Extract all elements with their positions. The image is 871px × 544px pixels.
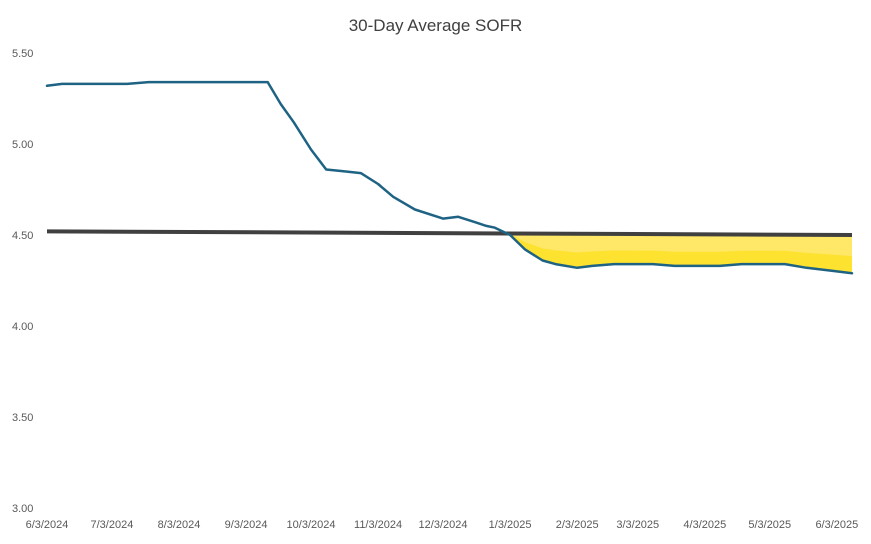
x-tick-label: 5/3/2025 xyxy=(748,519,791,531)
x-tick-label: 10/3/2024 xyxy=(287,519,336,531)
x-tick-label: 12/3/2024 xyxy=(419,519,468,531)
x-tick-label: 11/3/2024 xyxy=(354,519,402,531)
y-tick-label: 4.50 xyxy=(12,230,33,242)
y-tick-label: 3.00 xyxy=(12,503,33,515)
series-line-group xyxy=(45,80,854,275)
chart-title: 30-Day Average SOFR xyxy=(348,16,523,35)
x-tick-label: 4/3/2025 xyxy=(683,519,726,531)
x-tick-label: 6/3/2024 xyxy=(26,519,69,531)
y-tick-label: 5.50 xyxy=(12,48,33,60)
x-axis-labels: 6/3/2024 7/3/2024 8/3/2024 9/3/2024 10/3/202… xyxy=(26,519,859,531)
y-tick-label: 5.00 xyxy=(12,139,33,151)
x-tick-label: 6/3/2025 xyxy=(815,519,858,531)
y-tick-label: 3.50 xyxy=(12,412,33,424)
sofr-series-line xyxy=(45,80,854,275)
x-tick-label: 3/3/2025 xyxy=(616,519,659,531)
y-axis-labels: 5.50 5.00 4.50 4.00 3.50 3.00 xyxy=(12,48,33,515)
reference-line xyxy=(46,229,853,237)
reference-line-group xyxy=(46,229,853,237)
y-tick-label: 4.00 xyxy=(12,321,33,333)
x-tick-label: 2/3/2025 xyxy=(556,519,599,531)
x-tick-label: 8/3/2024 xyxy=(158,519,201,531)
x-tick-label: 7/3/2024 xyxy=(91,519,134,531)
x-tick-label: 9/3/2024 xyxy=(225,519,268,531)
x-tick-label: 1/3/2025 xyxy=(489,519,532,531)
